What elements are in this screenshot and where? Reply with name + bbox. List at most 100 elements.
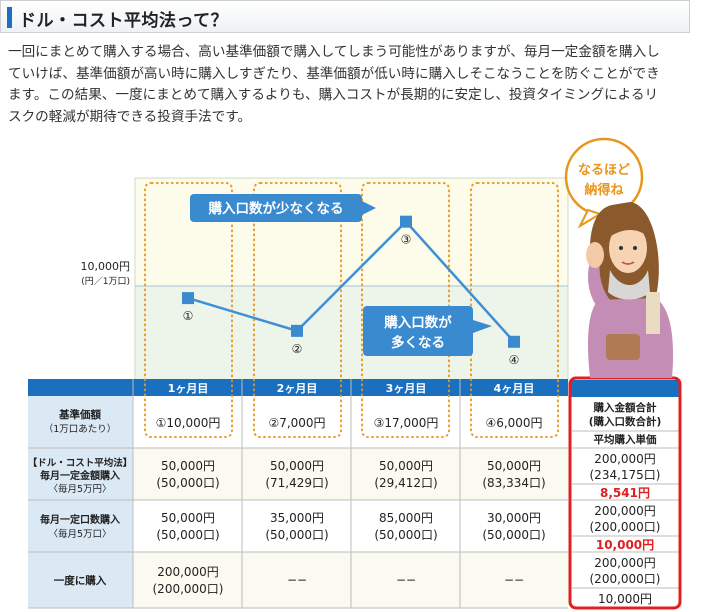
table-cell: −− (396, 573, 416, 587)
scarf (608, 270, 650, 300)
table-cell: ①10,000円 (156, 416, 221, 430)
reference-label: 10,000円 (81, 260, 131, 273)
heading-accent-bar (7, 7, 12, 28)
chart-lower-area (135, 286, 568, 380)
summary-column: 購入金額合計 (購入口数合計) 平均購入単価 200,000円 (234,175… (568, 376, 682, 610)
intro-line: ていけば、基準価額が高い時に購入しすぎたり、基準価額が低い時に購入しそこなうこと… (8, 65, 660, 82)
row-label: 一度に購入 (54, 574, 107, 587)
table-cell: (71,429口) (265, 476, 328, 490)
row-label: 毎月一定口数購入 (40, 513, 120, 526)
table-cell: 85,000円 (379, 511, 433, 525)
callout-text: 多くなる (391, 334, 445, 351)
summary-total: 200,000円 (594, 504, 656, 518)
table-cell: (50,000口) (265, 528, 328, 542)
table-cell: (50,000口) (156, 476, 219, 490)
raised-hand (586, 242, 604, 268)
table-cell: 50,000円 (379, 459, 433, 473)
callout-text: 購入口数が少なくなる (208, 200, 344, 217)
price-line-series: ① ② ③ ④ (182, 215, 520, 367)
table-cell: (83,334口) (482, 476, 545, 490)
summary-average: 8,541円 (600, 486, 650, 500)
data-point (182, 292, 194, 305)
speech-text: なるほど (578, 163, 630, 178)
summary-average: 10,000円 (596, 538, 654, 552)
row-label: 〈毎月5万口〉 (48, 528, 111, 540)
mouth (621, 261, 635, 265)
month-header: 3ヶ月目 (386, 382, 427, 395)
summary-total: 200,000円 (594, 452, 656, 466)
data-point-label: ④ (509, 353, 520, 367)
comparison-table: 1ヶ月目 2ヶ月目 3ヶ月目 4ヶ月目 基準価額 （1万口あたり） 【ドル・コス… (28, 379, 568, 609)
summary-total: 200,000円 (594, 556, 656, 570)
reference-sublabel: (円／1万口) (81, 276, 130, 287)
data-point (400, 215, 412, 228)
summary-units: (234,175口) (590, 468, 661, 482)
speech-text: 納得ね (584, 182, 623, 198)
table-cell: 50,000円 (487, 459, 541, 473)
woman-illustration: なるほど 納得ね (564, 137, 674, 378)
summary-bg (571, 380, 679, 606)
table-cell: 30,000円 (487, 511, 541, 525)
callout-pointer (362, 201, 376, 215)
table-cell: ②7,000円 (268, 416, 325, 430)
table-cell: (50,000口) (374, 528, 437, 542)
table-cell: (50,000口) (156, 528, 219, 542)
raised-arm (588, 258, 612, 310)
handbag (606, 334, 640, 360)
table-cell: 200,000円 (157, 565, 219, 579)
data-point-label: ② (292, 342, 303, 356)
month-header: 2ヶ月目 (277, 382, 318, 395)
callout-few-units: 購入口数が少なくなる (190, 194, 376, 222)
data-point (508, 335, 520, 348)
table-cell: (29,412口) (374, 476, 437, 490)
summary-header: 購入金額合計 (593, 401, 657, 414)
intro-text: 一回にまとめて購入する場合、高い基準価額で購入してしまう可能性がありますが、毎月… (8, 42, 698, 128)
row-label: 〈毎月5万円〉 (48, 483, 111, 495)
table-cell: (50,000口) (482, 528, 545, 542)
month-header: 4ヶ月目 (494, 382, 535, 395)
table-label-column (28, 396, 133, 608)
callout-box (363, 306, 473, 356)
face (609, 223, 647, 273)
row-label: （1万口あたり） (44, 423, 117, 435)
intro-line: 一回にまとめて購入する場合、高い基準価額で購入してしまう可能性がありますが、毎月… (8, 44, 660, 60)
table-cell: 50,000円 (161, 459, 215, 473)
data-point-label: ③ (401, 233, 412, 247)
month-header: 1ヶ月目 (168, 382, 209, 395)
bangs (608, 219, 650, 240)
table-header-bar (28, 379, 568, 396)
table-cell: (200,000口) (153, 582, 224, 596)
intro-line: ます。この結果、一度にまとめて購入するよりも、購入コストが長期的に安定し、投資タ… (8, 87, 659, 103)
callout-box (190, 194, 362, 222)
table-cell: ③17,000円 (374, 416, 439, 430)
data-point (291, 324, 303, 337)
speech-bubble-tail (577, 208, 603, 229)
month-column-highlight (144, 182, 233, 438)
row-label: 【ドル・コスト平均法】 (28, 457, 133, 469)
series-line (187, 219, 515, 343)
section-heading: ドル・コスト平均法って？ (0, 0, 690, 33)
summary-average: 10,000円 (598, 592, 652, 606)
callout-many-units: 購入口数が 多くなる (363, 306, 492, 356)
month-column-highlight (253, 182, 342, 438)
summary-header: (購入口数合計) (589, 415, 662, 428)
summary-units: (200,000口) (590, 520, 661, 534)
summary-header: 平均購入単価 (594, 433, 657, 446)
callout-pointer (473, 320, 492, 333)
row-label: 毎月一定金額購入 (40, 469, 120, 482)
table-cell: −− (504, 573, 524, 587)
summary-header-bar (571, 380, 679, 397)
table-cell: −− (287, 573, 307, 587)
table-cell: ④6,000円 (485, 416, 542, 430)
table-cell: 50,000円 (270, 459, 324, 473)
row-label: 基準価額 (58, 408, 101, 421)
table-cell: 50,000円 (161, 511, 215, 525)
data-point-label: ① (183, 309, 194, 323)
intro-line: スクの軽減が期待できる投資手法です。 (8, 108, 252, 125)
page-title: ドル・コスト平均法って？ (19, 11, 229, 31)
summary-units: (200,000口) (590, 572, 661, 586)
table-cell: 35,000円 (270, 511, 324, 525)
bag-strap (646, 292, 660, 334)
eye (619, 246, 623, 250)
